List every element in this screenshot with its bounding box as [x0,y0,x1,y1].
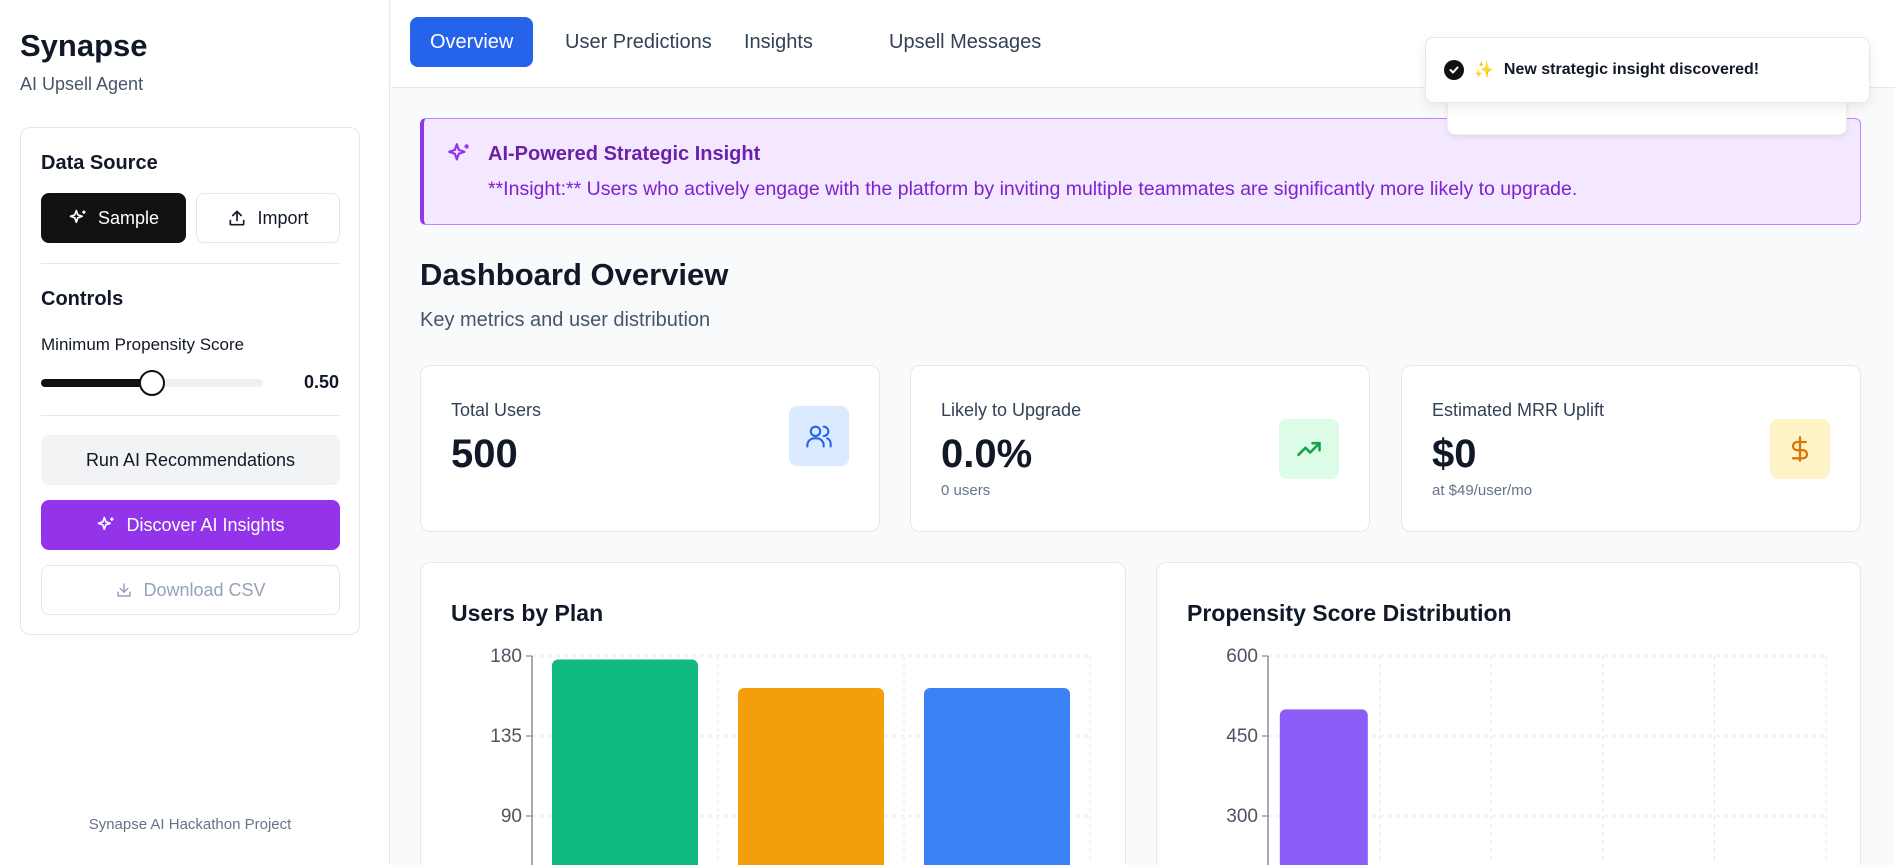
stat-sub: 0 users [941,482,991,499]
import-button[interactable]: Import [196,193,340,243]
users-by-plan-chart: Users by Plan 180 135 90 [420,562,1126,865]
stat-value: 500 [451,432,518,476]
run-label: Run AI Recommendations [85,449,296,470]
y-tick-label: 600 [1226,646,1258,667]
stat-label: Estimated MRR Uplift [1432,400,1605,420]
data-source-heading: Data Source [41,152,158,174]
grid [1268,655,1827,865]
strategic-insight-banner: AI-Powered Strategic Insight **Insight:*… [420,118,1861,225]
stat-label: Likely to Upgrade [941,400,1082,420]
sample-label: Sample [97,207,160,228]
slider-thumb[interactable] [139,370,165,396]
bar [1279,709,1368,865]
download-icon [117,583,132,597]
chart-title: Users by Plan [451,600,604,626]
tab-upsell-messages[interactable]: Upsell Messages [889,30,1042,53]
sparkles-icon [98,516,114,530]
slider-fill [41,379,152,387]
run-ai-recommendations-button[interactable]: Run AI Recommendations [41,435,340,485]
stat-label: Total Users [451,400,542,420]
insight-title: AI-Powered Strategic Insight [488,143,761,165]
discover-ai-insights-button[interactable]: Discover AI Insights [41,500,340,550]
bar [924,688,1070,865]
import-label: Import [257,207,309,228]
toast-message: New strategic insight discovered! [1503,61,1760,78]
page-subtitle: Key metrics and user distribution [420,309,711,331]
tab-insights[interactable]: Insights [744,30,813,53]
toast-emoji: ✨ [1474,62,1494,79]
stat-card-total-users: Total Users 500 [420,365,880,532]
tab-overview[interactable]: Overview [410,17,534,67]
toast-notification[interactable]: ✨ New strategic insight discovered! [1425,37,1870,103]
stat-value: 0.0% [941,432,1033,476]
check-circle-icon [1444,60,1464,80]
sparkles-icon [448,143,469,161]
stat-sub: at $49/user/mo [1432,482,1533,499]
stat-card-estimated-mrr-uplift: Estimated MRR Uplift $0 at $49/user/mo [1401,365,1861,532]
sidebar: Synapse AI Upsell Agent Data Source Samp… [0,0,390,865]
download-label: Download CSV [143,579,266,600]
controls-heading: Controls [41,288,124,310]
slider-value: 0.50 [303,372,339,392]
footer-note: Synapse AI Hackathon Project [88,816,292,833]
bar [738,688,884,865]
y-tick-label: 450 [1226,726,1258,747]
propensity-score-distribution-chart: Propensity Score Distribution 600 450 300 [1156,562,1861,865]
y-tick-label: 135 [490,726,522,747]
slider-label: Minimum Propensity Score [41,335,245,354]
bar [552,659,698,865]
control-panel: Data Source Sample Import Controls Minim… [20,127,360,635]
y-tick-label: 90 [501,806,522,827]
divider [41,415,340,416]
stat-card-likely-to-upgrade: Likely to Upgrade 0.0% 0 users [910,365,1370,532]
insight-text: **Insight:** Users who actively engage w… [488,178,1578,200]
discover-label: Discover AI Insights [126,514,285,535]
chart-title: Propensity Score Distribution [1187,600,1512,626]
app-title: Synapse [20,28,148,63]
dollar-icon [1770,419,1830,479]
y-tick-label: 300 [1226,806,1258,827]
propensity-slider[interactable] [41,370,263,396]
users-by-plan-plot: 180 135 90 [490,646,1091,865]
sample-button[interactable]: Sample [41,193,186,243]
y-tick-label: 180 [490,646,522,667]
tab-user-predictions[interactable]: User Predictions [565,30,712,53]
app-subtitle: AI Upsell Agent [20,74,144,94]
upload-icon [229,210,245,226]
download-csv-button[interactable]: Download CSV [41,565,340,615]
sparkles-icon [69,209,86,223]
stat-value: $0 [1432,432,1477,476]
users-icon [789,406,849,466]
propensity-distribution-plot: 600 450 300 [1226,646,1827,865]
trending-up-icon [1279,419,1339,479]
divider [41,263,340,264]
page-title: Dashboard Overview [420,257,729,292]
